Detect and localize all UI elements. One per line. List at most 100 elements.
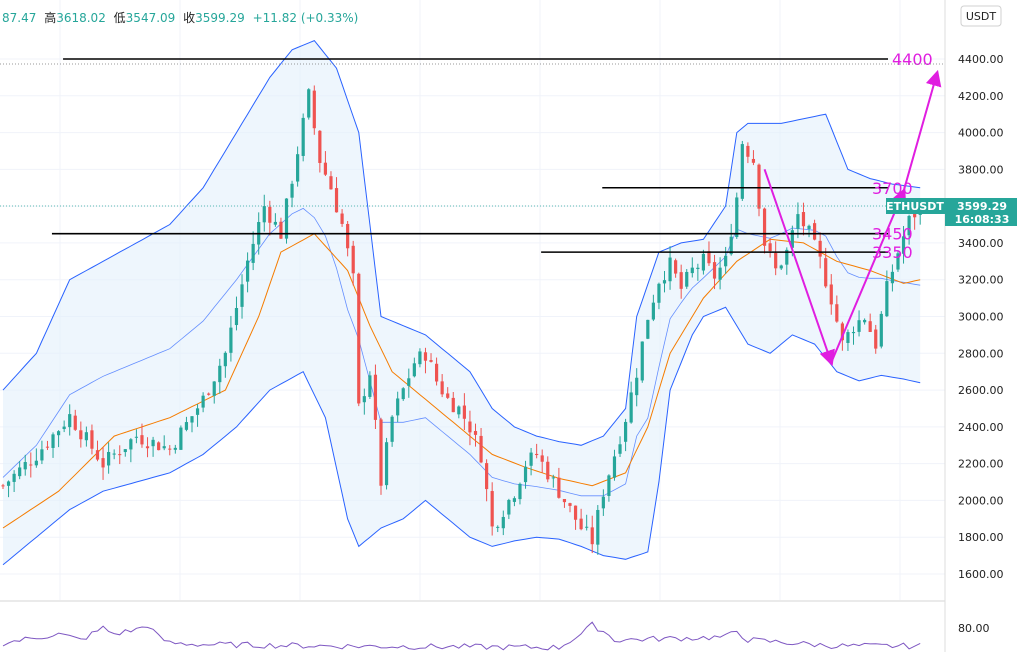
candle-body [601, 496, 605, 509]
candle-body [429, 360, 433, 362]
candle-body [229, 327, 233, 353]
candle-body [579, 518, 583, 530]
candle-body [668, 257, 672, 282]
candle-body [540, 455, 544, 462]
candle-body [901, 236, 906, 254]
candle-body [446, 393, 450, 398]
candle-body [679, 272, 683, 289]
candle-body [301, 117, 305, 156]
candle-body [479, 435, 483, 463]
candle-body [218, 365, 222, 383]
candle-body [379, 419, 383, 486]
candle-body [907, 215, 911, 236]
candle-body [790, 230, 794, 248]
candle-body [1, 485, 5, 487]
candle-body [674, 260, 678, 274]
candle-body [112, 453, 116, 455]
candle-body [318, 130, 322, 163]
candle-body [268, 206, 272, 223]
candle-body [290, 183, 294, 198]
y-tick-label: 2400.00 [958, 421, 1004, 434]
candle-body [123, 449, 127, 453]
candle-body [623, 421, 628, 442]
candle-body [685, 271, 689, 287]
candle-body [457, 406, 461, 415]
y-tick-label: 4400.00 [958, 53, 1004, 66]
y-tick-label: 4000.00 [958, 127, 1004, 140]
candle-body [768, 243, 772, 252]
y-tick-label: 3800.00 [958, 163, 1004, 176]
candle-body [512, 498, 517, 502]
candle-body [129, 439, 133, 450]
candle-body [240, 284, 244, 307]
price-tag-value: 3599.29 [957, 200, 1007, 213]
currency-button[interactable]: USDT [960, 5, 1002, 27]
candle-body [629, 392, 633, 423]
candle-body [846, 332, 850, 343]
candle-body [840, 323, 844, 341]
candle-body [485, 463, 489, 490]
candle-body [801, 212, 806, 227]
y-tick-label: 3000.00 [958, 311, 1004, 324]
candle-body [23, 462, 27, 470]
band-fill [3, 40, 921, 565]
candle-body [18, 467, 22, 477]
candle-body [851, 331, 856, 334]
price-axis-bg[interactable] [945, 0, 1017, 652]
candle-body [412, 363, 416, 377]
candle-body [396, 398, 400, 416]
candle-body [245, 260, 250, 282]
candle-body [362, 396, 366, 403]
candle-body [812, 223, 817, 240]
y-tick-label: 2800.00 [958, 347, 1004, 360]
candle-body [307, 89, 311, 118]
candle-body [568, 503, 572, 506]
annotation-arrows[interactable] [763, 69, 942, 367]
candle-body [607, 475, 611, 496]
ma-line [2, 233, 921, 529]
candle-body [551, 477, 555, 479]
candles [1, 85, 922, 555]
candle-body [312, 90, 316, 129]
candle-body [34, 460, 38, 466]
candle-body [523, 466, 528, 483]
candle-body [863, 319, 867, 323]
candle-body [407, 378, 411, 386]
candle-body [785, 249, 789, 265]
candle-body [546, 461, 550, 480]
ohlc-open: 87.47 [2, 11, 36, 25]
candle-body [140, 435, 144, 445]
candle-body [874, 329, 878, 349]
candle-body [279, 221, 283, 239]
candle-body [251, 243, 255, 263]
band-middle-line [2, 207, 921, 497]
candle-body [157, 442, 161, 451]
band-lower-line [2, 306, 921, 566]
candle-body [201, 395, 205, 408]
level-label-3350: 3350 [872, 243, 913, 262]
candle-body [151, 439, 155, 447]
ohlc-low: 3547.09 [126, 11, 176, 25]
ohlc-change: +11.82 (+0.33%) [253, 11, 359, 25]
y-tick-label: 3400.00 [958, 237, 1004, 250]
candle-body [690, 267, 694, 274]
candle-body [824, 258, 828, 287]
candle-body [273, 221, 277, 225]
ohlc-high: 3618.02 [56, 11, 106, 25]
y-tick-label: 1600.00 [958, 568, 1004, 581]
candle-body [590, 527, 594, 545]
candle-body [62, 426, 66, 430]
candle-body [707, 251, 711, 264]
candle-body [212, 381, 216, 396]
candle-body [507, 499, 511, 515]
candle-body [762, 208, 767, 246]
candle-body [334, 188, 339, 213]
candle-body [890, 271, 895, 284]
candle-body [73, 415, 77, 430]
candle-body [357, 273, 361, 404]
candle-body [101, 458, 105, 468]
y-tick-label: 1800.00 [958, 531, 1004, 544]
